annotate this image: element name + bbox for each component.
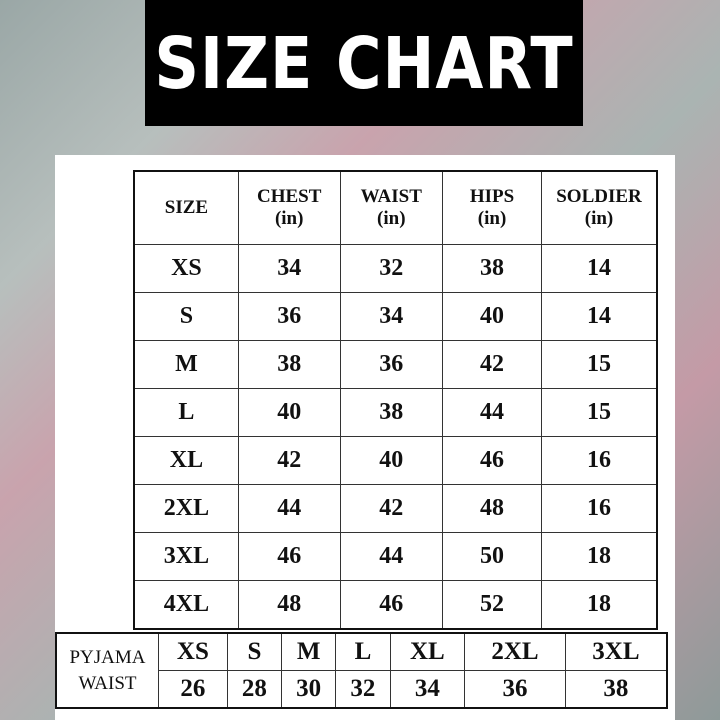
measurement-cell: 18	[541, 532, 658, 581]
header-unit: (in)	[274, 208, 304, 229]
header-label: CHEST	[256, 186, 322, 207]
pyjama-waist-cell: 26	[158, 670, 228, 709]
size-cell: S	[133, 292, 239, 341]
header-row: SIZE CHEST (in) WAIST (in) HIPS (in) SOLDIER (in…	[133, 170, 658, 245]
measurement-cell: 14	[541, 244, 658, 293]
pyjama-size-cell: S	[226, 632, 283, 671]
header-label: SIZE	[164, 197, 209, 218]
label-line: PYJAMA	[69, 646, 146, 668]
measurement-cell: 34	[339, 292, 444, 341]
measurement-cell: 38	[237, 340, 341, 389]
measurement-cell: 32	[339, 244, 444, 293]
measurement-cell: 46	[442, 436, 543, 485]
measurement-cell: 16	[541, 436, 658, 485]
table-row: 4XL 48 46 52 18	[133, 580, 658, 630]
pyjama-size-cell: 2XL	[464, 632, 566, 671]
measurement-cell: 46	[237, 532, 341, 581]
header-label: HIPS	[469, 186, 515, 207]
pyjama-waist-table: PYJAMA WAIST XS S M L XL 2XL 3XL 26 28 30 32 34 36 38	[55, 632, 668, 709]
table-row: XS 34 32 38 14	[133, 244, 658, 293]
measurement-cell: 38	[339, 388, 444, 437]
size-chart-banner: SIZE CHART	[145, 0, 583, 126]
banner-title: SIZE CHART	[154, 21, 574, 105]
size-cell: L	[133, 388, 239, 437]
column-header: HIPS (in)	[442, 170, 543, 245]
pyjama-size-cell: XS	[158, 632, 228, 671]
table-row: 2XL 44 42 48 16	[133, 484, 658, 533]
pyjama-waist-cell: 28	[226, 670, 283, 709]
pyjama-waist-label: PYJAMA WAIST	[55, 632, 159, 709]
header-label: SOLDIER	[556, 186, 642, 207]
measurement-cell: 42	[442, 340, 543, 389]
pyjama-waist-cell: 32	[335, 670, 391, 709]
measurement-cell: 50	[442, 532, 543, 581]
table-row: S 36 34 40 14	[133, 292, 658, 341]
label-line: WAIST	[78, 672, 137, 694]
table-row: 3XL 46 44 50 18	[133, 532, 658, 581]
size-cell: 2XL	[133, 484, 239, 533]
header-label: WAIST	[360, 186, 422, 207]
pyjama-waist-cell: 34	[389, 670, 466, 709]
table-row: PYJAMA WAIST XS S M L XL 2XL 3XL	[55, 632, 668, 709]
measurement-cell: 44	[339, 532, 444, 581]
size-cell: XS	[133, 244, 239, 293]
measurement-cell: 42	[339, 484, 444, 533]
column-header: WAIST (in)	[339, 170, 444, 245]
header-unit: (in)	[477, 208, 507, 229]
size-cell: 3XL	[133, 532, 239, 581]
size-cell: M	[133, 340, 239, 389]
header-unit: (in)	[584, 208, 614, 229]
measurement-cell: 48	[237, 580, 341, 630]
column-header: SOLDIER (in)	[541, 170, 658, 245]
measurement-cell: 14	[541, 292, 658, 341]
measurement-cell: 15	[541, 388, 658, 437]
pyjama-size-cell: XL	[389, 632, 466, 671]
pyjama-size-cell: 3XL	[564, 632, 668, 671]
measurement-cell: 46	[339, 580, 444, 630]
table-row: L 40 38 44 15	[133, 388, 658, 437]
measurement-cell: 36	[237, 292, 341, 341]
table-row: 26 28 30 32 34 36 38	[56, 670, 668, 709]
measurement-cell: 40	[442, 292, 543, 341]
column-header: CHEST (in)	[237, 170, 341, 245]
measurement-cell: 38	[442, 244, 543, 293]
pyjama-waist-cell: 36	[464, 670, 566, 709]
table-row: XL 42 40 46 16	[133, 436, 658, 485]
measurement-cell: 16	[541, 484, 658, 533]
pyjama-size-cell: M	[281, 632, 337, 671]
pyjama-waist-cell: 38	[564, 670, 668, 709]
pyjama-size-cell: L	[335, 632, 391, 671]
measurement-cell: 44	[237, 484, 341, 533]
measurement-cell: 48	[442, 484, 543, 533]
measurement-cell: 52	[442, 580, 543, 630]
measurement-cell: 15	[541, 340, 658, 389]
measurement-cell: 42	[237, 436, 341, 485]
pyjama-waist-cell: 30	[281, 670, 337, 709]
size-cell: 4XL	[133, 580, 239, 630]
table-row: M 38 36 42 15	[133, 340, 658, 389]
header-unit: (in)	[377, 208, 406, 229]
column-header: SIZE	[133, 170, 239, 245]
size-table: SIZE CHEST (in) WAIST (in) HIPS (in) SOLDIER (in…	[133, 170, 658, 630]
measurement-cell: 36	[339, 340, 444, 389]
measurement-cell: 40	[339, 436, 444, 485]
measurement-cell: 44	[442, 388, 543, 437]
measurement-cell: 40	[237, 388, 341, 437]
measurement-cell: 34	[237, 244, 341, 293]
measurement-cell: 18	[541, 580, 658, 630]
size-cell: XL	[133, 436, 239, 485]
